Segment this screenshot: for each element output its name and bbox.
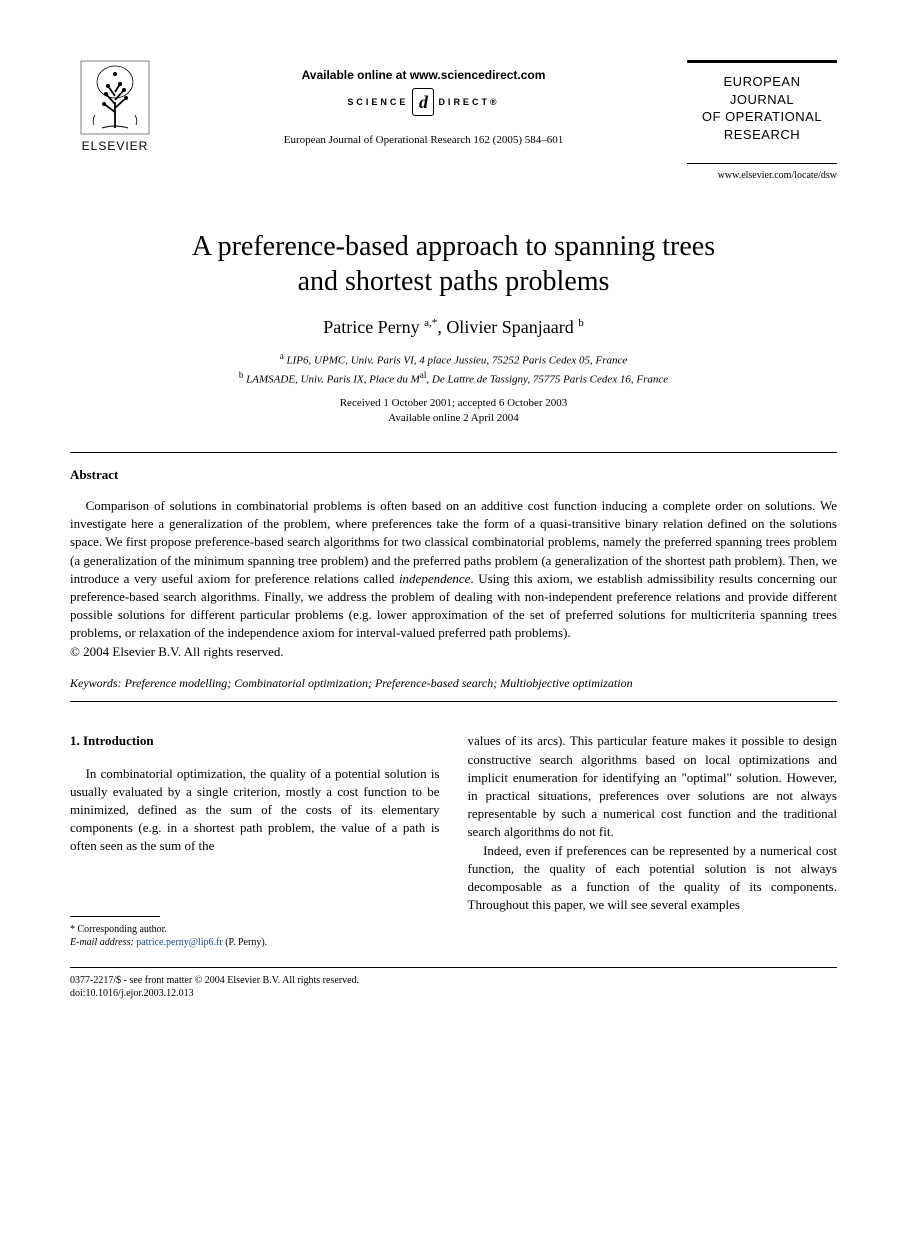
footnote-block: * Corresponding author. E-mail address: … (70, 923, 440, 949)
page-header: ELSEVIER Available online at www.science… (70, 60, 837, 181)
keywords-label: Keywords: (70, 676, 122, 690)
footnote-rule (70, 916, 160, 917)
journal-box-l2: JOURNAL (691, 91, 833, 109)
bottom-rule (70, 967, 837, 968)
rule-below-keywords (70, 701, 837, 702)
title-line-2: and shortest paths problems (298, 266, 610, 297)
journal-title-box: EUROPEAN JOURNAL OF OPERATIONAL RESEARCH (687, 60, 837, 164)
footnote-email-label: E-mail address: (70, 937, 134, 948)
front-matter: 0377-2217/$ - see front matter © 2004 El… (70, 974, 837, 1000)
dates-received: Received 1 October 2001; accepted 6 Octo… (70, 396, 837, 411)
available-online-text: Available online at www.sciencedirect.co… (160, 68, 687, 82)
footnote-email-who: (P. Perny). (223, 937, 267, 948)
footnote-email[interactable]: patrice.perny@lip6.fr (136, 937, 222, 948)
keywords-text: Preference modelling; Combinatorial opti… (122, 676, 633, 690)
elsevier-logo: ELSEVIER (70, 60, 160, 153)
front-matter-l2: doi:10.1016/j.ejor.2003.12.013 (70, 987, 837, 1000)
abstract-body: Comparison of solutions in combinatorial… (70, 497, 837, 643)
right-column: values of its arcs). This particular fea… (468, 732, 838, 948)
abstract-heading: Abstract (70, 467, 837, 483)
center-header: Available online at www.sciencedirect.co… (160, 60, 687, 146)
col2-para1: values of its arcs). This particular fea… (468, 732, 838, 841)
rule-above-abstract (70, 452, 837, 453)
col2-para2: Indeed, even if preferences can be repre… (468, 842, 838, 915)
section-1-heading: 1. Introduction (70, 732, 440, 750)
journal-box-l4: RESEARCH (691, 126, 833, 144)
col1-para1: In combinatorial optimization, the quali… (70, 765, 440, 856)
title-line-1: A preference-based approach to spanning … (192, 231, 715, 262)
authors: Patrice Perny a,*, Olivier Spanjaard b (70, 317, 837, 338)
sciencedirect-logo: SCIENCE d DIRECT® (160, 88, 687, 116)
elsevier-name: ELSEVIER (82, 139, 149, 153)
footnote-email-line: E-mail address: patrice.perny@lip6.fr (P… (70, 936, 440, 949)
journal-box-l3: OF OPERATIONAL (691, 108, 833, 126)
keywords: Keywords: Preference modelling; Combinat… (70, 676, 837, 691)
sd-right: DIRECT® (438, 97, 499, 107)
copyright-line: © 2004 Elsevier B.V. All rights reserved… (70, 644, 837, 660)
article-title: A preference-based approach to spanning … (90, 229, 817, 299)
footnote-corresponding: * Corresponding author. (70, 923, 440, 936)
article-dates: Received 1 October 2001; accepted 6 Octo… (70, 396, 837, 426)
sd-d-icon: d (412, 88, 434, 116)
elsevier-tree-icon (80, 60, 150, 135)
journal-box-l1: EUROPEAN (691, 73, 833, 91)
affiliation-a: a LIP6, UPMC, Univ. Paris VI, 4 place Ju… (70, 350, 837, 369)
journal-reference: European Journal of Operational Research… (160, 134, 687, 146)
sd-left: SCIENCE (347, 97, 408, 107)
dates-online: Available online 2 April 2004 (70, 411, 837, 426)
two-column-body: 1. Introduction In combinatorial optimiz… (70, 732, 837, 948)
left-column: 1. Introduction In combinatorial optimiz… (70, 732, 440, 948)
front-matter-l1: 0377-2217/$ - see front matter © 2004 El… (70, 974, 837, 987)
journal-box-wrap: EUROPEAN JOURNAL OF OPERATIONAL RESEARCH… (687, 60, 837, 181)
affiliation-b: b LAMSADE, Univ. Paris IX, Place du Mal,… (70, 369, 837, 388)
journal-url: www.elsevier.com/locate/dsw (687, 170, 837, 181)
